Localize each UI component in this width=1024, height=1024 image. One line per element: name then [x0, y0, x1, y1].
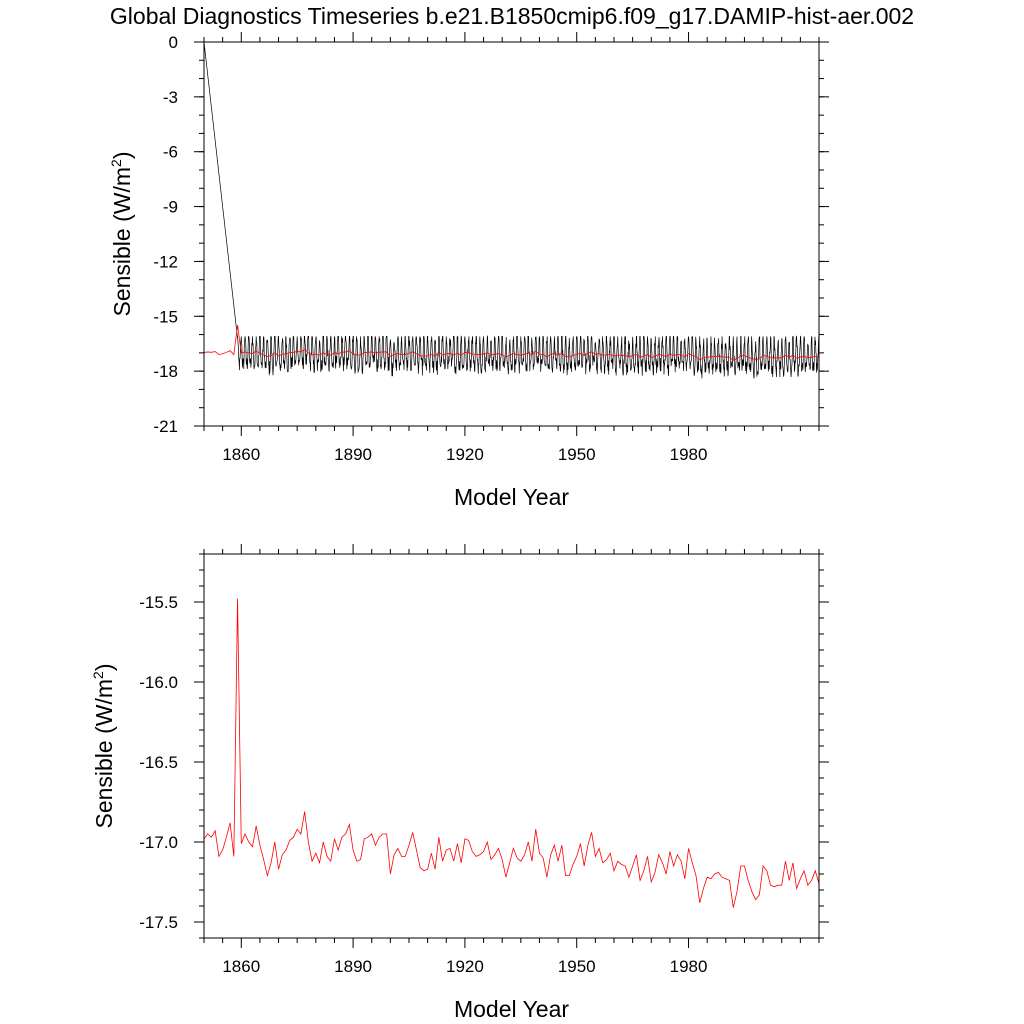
bottom-y-axis-label-sup: 2 — [90, 671, 106, 679]
top-y-axis-label-close: ) — [109, 151, 135, 159]
bottom-y-axis-label-main: Sensible (W/m — [91, 679, 117, 829]
bottom-plot-frame — [203, 553, 820, 939]
y-tick-label: -18 — [153, 362, 178, 381]
x-tick-label: 1950 — [558, 445, 596, 464]
y-tick-label: -17.5 — [139, 913, 178, 932]
x-tick-label: 1920 — [446, 445, 484, 464]
top-x-axis-label: Model Year — [454, 484, 569, 510]
top-y-axis-label: Sensible (W/m2) — [108, 151, 135, 316]
y-tick-label: 0 — [169, 33, 178, 52]
y-tick-label: -3 — [163, 88, 178, 107]
chart-bottom-panel: 1860 1890 1920 1950 1980 -15.5 -16.0 -16.5 -17.0… — [90, 544, 829, 1022]
annual-series-line — [204, 598, 819, 908]
bottom-x-axis-label: Model Year — [454, 996, 569, 1022]
x-tick-label: 1980 — [670, 957, 708, 976]
x-tick-label: 1980 — [670, 445, 708, 464]
y-tick-label: -9 — [163, 198, 178, 217]
x-tick-label: 1950 — [558, 957, 596, 976]
top-tick-labels: 1860 1890 1920 1950 1980 0 -3 -6 -9 -12 -15 -18 -21 — [153, 33, 707, 464]
y-tick-label: -21 — [153, 417, 178, 436]
bottom-y-axis-label: Sensible (W/m2) — [90, 663, 117, 828]
annual-series-line — [204, 325, 819, 361]
monthly-series-line — [204, 42, 819, 379]
top-ticks — [194, 32, 829, 436]
page-title: Global Diagnostics Timeseries b.e21.B185… — [109, 3, 915, 29]
chart-top-panel: 1860 1890 1920 1950 19800-3-6-9-12-15-18-21 … — [108, 32, 829, 510]
x-tick-label: 1920 — [446, 957, 484, 976]
top-y-axis-label-sup: 2 — [108, 159, 124, 167]
y-tick-label: -15 — [153, 307, 178, 326]
bottom-y-axis-label-close: ) — [91, 663, 117, 671]
y-tick-label: -12 — [153, 252, 178, 271]
bottom-series — [204, 598, 819, 908]
x-tick-label: 1890 — [334, 445, 372, 464]
top-y-axis-label-main: Sensible (W/m — [109, 167, 135, 317]
top-plot-frame — [203, 41, 820, 427]
y-tick-label: -16.5 — [139, 753, 178, 772]
x-tick-label: 1890 — [334, 957, 372, 976]
y-tick-label: -6 — [163, 143, 178, 162]
y-tick-label: -15.5 — [139, 593, 178, 612]
x-tick-label: 1860 — [222, 445, 260, 464]
y-tick-label: -16.0 — [139, 673, 178, 692]
bottom-tick-labels: 1860 1890 1920 1950 1980 -15.5 -16.0 -16.5 -17.0… — [139, 593, 707, 976]
top-series — [204, 42, 819, 379]
x-tick-label: 1860 — [222, 957, 260, 976]
bottom-ticks — [194, 544, 829, 948]
y-tick-label: -17.0 — [139, 833, 178, 852]
